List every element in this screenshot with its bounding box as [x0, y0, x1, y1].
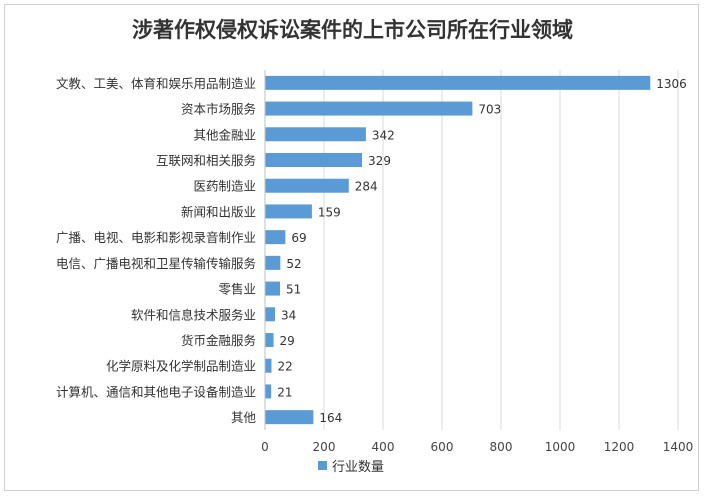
- bar: [265, 230, 286, 245]
- legend-label: 行业数量: [332, 460, 385, 475]
- bar: [265, 333, 274, 347]
- category-label: 文教、工美、体育和娱乐用品制造业: [56, 76, 256, 91]
- x-tick-label: 800: [490, 440, 513, 454]
- category-label: 其他: [231, 410, 257, 425]
- bar: [265, 358, 272, 373]
- category-label: 资本市场服务: [181, 102, 256, 117]
- data-label: 284: [355, 180, 378, 194]
- bar: [265, 75, 651, 90]
- category-label: 软件和信息技术服务业: [131, 307, 256, 322]
- x-tick-label: 1000: [545, 440, 576, 454]
- data-label: 1306: [656, 77, 687, 91]
- category-label: 计算机、通信和其他电子设备制造业: [56, 384, 256, 399]
- data-label: 21: [277, 385, 292, 399]
- data-label: 164: [319, 411, 342, 425]
- category-label: 互联网和相关服务: [156, 153, 256, 168]
- bar: [265, 410, 314, 425]
- x-tick-label: 600: [431, 440, 454, 454]
- x-tick-label: 1400: [663, 440, 694, 454]
- x-tick-label: 0: [261, 440, 269, 454]
- bar: [265, 255, 281, 270]
- data-label: 51: [286, 283, 301, 297]
- x-tick-label: 1200: [604, 440, 635, 454]
- bar: [265, 384, 272, 399]
- data-label: 52: [286, 257, 301, 271]
- bar: [265, 307, 276, 322]
- bar: [265, 178, 349, 193]
- data-label: 29: [280, 334, 295, 348]
- bar: [265, 281, 281, 296]
- category-label: 新闻和出版业: [181, 204, 256, 219]
- category-label: 化学原料及化学制品制造业: [106, 359, 256, 374]
- data-label: 342: [372, 128, 395, 142]
- bar: [265, 101, 473, 116]
- data-label: 22: [277, 360, 292, 374]
- category-label: 电信、广播电视和卫星传输传输服务: [56, 256, 256, 271]
- category-label: 医药制造业: [193, 179, 256, 194]
- legend: 行业数量: [318, 456, 384, 475]
- category-label: 零售业: [218, 282, 256, 297]
- bar: [265, 127, 366, 142]
- category-label: 广播、电视、电影和影视录音制作业: [56, 230, 256, 245]
- chart-title: 涉著作权侵权诉讼案件的上市公司所在行业领域: [132, 18, 573, 42]
- bar: [265, 204, 312, 219]
- x-tick-label: 400: [372, 440, 395, 454]
- data-label: 329: [368, 154, 391, 168]
- x-tick-label: 200: [313, 440, 336, 454]
- data-label: 159: [318, 205, 341, 219]
- legend-swatch: [318, 461, 327, 470]
- category-label: 货币金融服务: [181, 333, 256, 348]
- data-label: 703: [478, 103, 501, 117]
- data-label: 34: [281, 308, 296, 322]
- bar: [265, 153, 363, 167]
- category-label: 其他金融业: [193, 127, 256, 142]
- data-label: 69: [291, 231, 306, 245]
